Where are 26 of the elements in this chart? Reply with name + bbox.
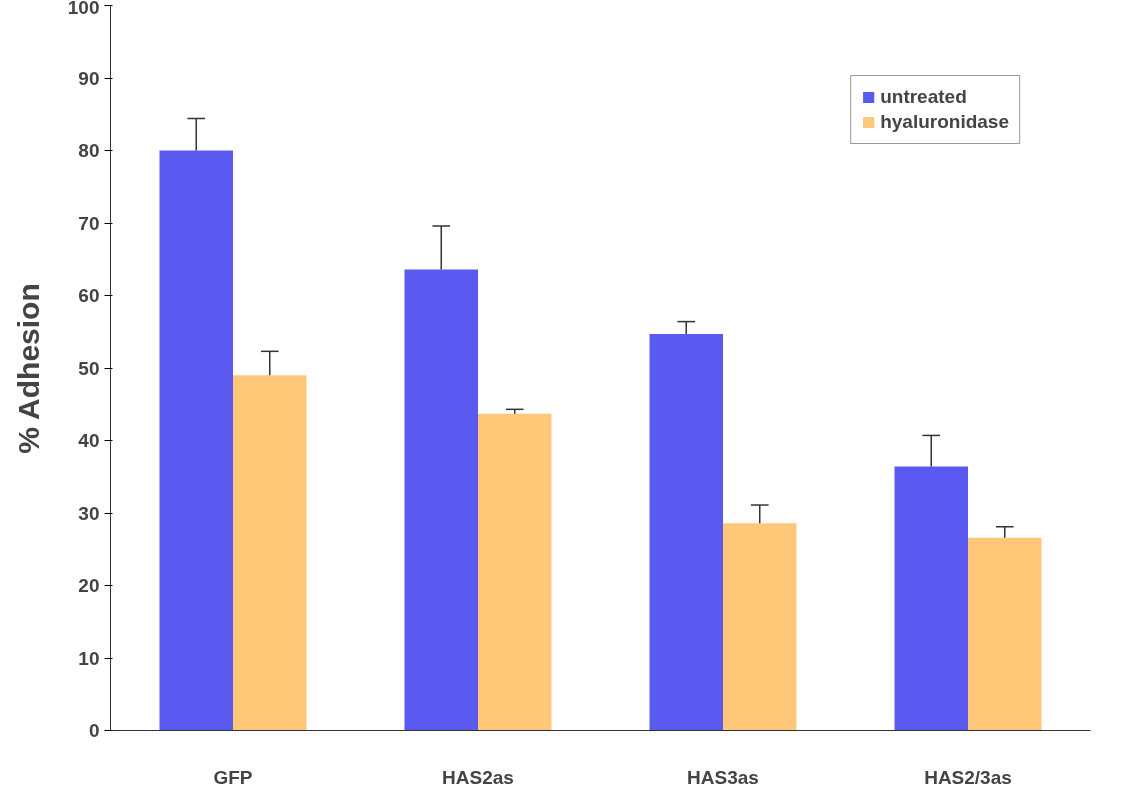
y-tick-label: 100 <box>67 0 100 18</box>
y-tick-label: 70 <box>78 212 100 234</box>
bar <box>404 269 478 731</box>
y-tick-label: 50 <box>78 357 100 379</box>
bar <box>968 537 1042 731</box>
y-tick-label: 80 <box>78 140 100 161</box>
x-tick-label: HAS2as <box>442 766 514 788</box>
y-axis-title: % Adhesion <box>11 283 45 454</box>
legend-label: untreated <box>880 86 967 108</box>
bar <box>723 523 797 731</box>
bar <box>649 333 723 731</box>
bar <box>233 375 307 731</box>
y-tick-label: 0 <box>88 720 100 741</box>
bar <box>159 150 233 731</box>
y-tick-label: 30 <box>78 502 100 524</box>
y-tick-label: 90 <box>78 67 100 89</box>
y-tick-label: 60 <box>78 285 100 306</box>
x-tick-label: HAS3as <box>687 766 759 788</box>
y-tick-label: 40 <box>78 430 100 451</box>
bar <box>894 466 968 731</box>
x-tick-label: HAS2/3as <box>924 766 1012 788</box>
y-tick-label: 10 <box>78 647 100 669</box>
bar <box>478 413 552 731</box>
y-tick-label: 20 <box>78 575 100 596</box>
x-tick-label: GFP <box>213 766 253 788</box>
legend-label: hyaluronidase <box>880 111 1009 133</box>
